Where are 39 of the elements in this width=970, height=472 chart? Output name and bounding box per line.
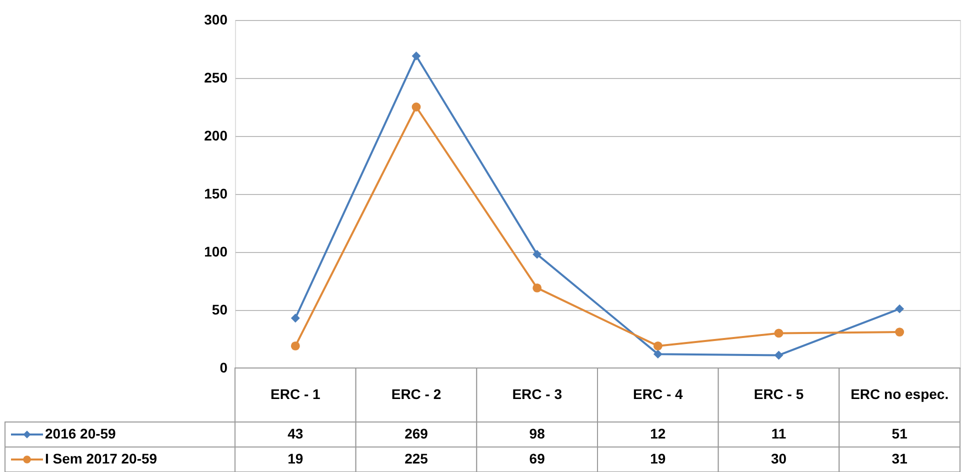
data-label: 31: [892, 450, 908, 466]
data-label: 51: [892, 426, 908, 442]
point: [412, 102, 421, 112]
point: [653, 350, 662, 359]
point: [774, 328, 784, 338]
x-tick-label: ERC - 4: [633, 386, 684, 402]
x-tick-label: ERC - 2: [391, 386, 442, 402]
data-label: 43: [288, 426, 304, 442]
y-tick-label: 150: [204, 186, 228, 202]
legend-label: 2016 20-59: [45, 426, 116, 442]
y-tick-label: 300: [204, 12, 228, 28]
point: [774, 350, 784, 360]
point: [653, 341, 662, 350]
x-tick-label: ERC no espec.: [850, 386, 949, 402]
legend-label: I Sem 2017 20-59: [45, 450, 158, 466]
data-label: 12: [650, 426, 666, 442]
x-tick-label: ERC - 3: [512, 386, 562, 402]
x-tick-label: ERC - 1: [270, 386, 321, 402]
y-tick-label: 100: [204, 244, 228, 260]
data-label: 98: [529, 426, 546, 442]
y-tick-label: 0: [220, 360, 228, 376]
data-label: 19: [288, 450, 304, 466]
point: [895, 304, 904, 314]
point: [532, 250, 542, 259]
y-tick-label: 250: [204, 70, 228, 86]
x-tick-label: ERC - 5: [754, 386, 804, 402]
data-label: 225: [404, 450, 428, 466]
data-label: 19: [650, 450, 666, 466]
point: [412, 51, 421, 60]
data-label: 269: [404, 426, 428, 442]
data-label: 69: [529, 450, 546, 466]
point: [532, 283, 542, 292]
point: [290, 341, 300, 350]
data-label: 11: [771, 426, 786, 442]
point: [895, 328, 904, 337]
data-label: 30: [770, 450, 787, 466]
y-tick-label: 200: [204, 128, 228, 144]
y-tick-label: 50: [212, 302, 228, 318]
point: [290, 314, 300, 323]
